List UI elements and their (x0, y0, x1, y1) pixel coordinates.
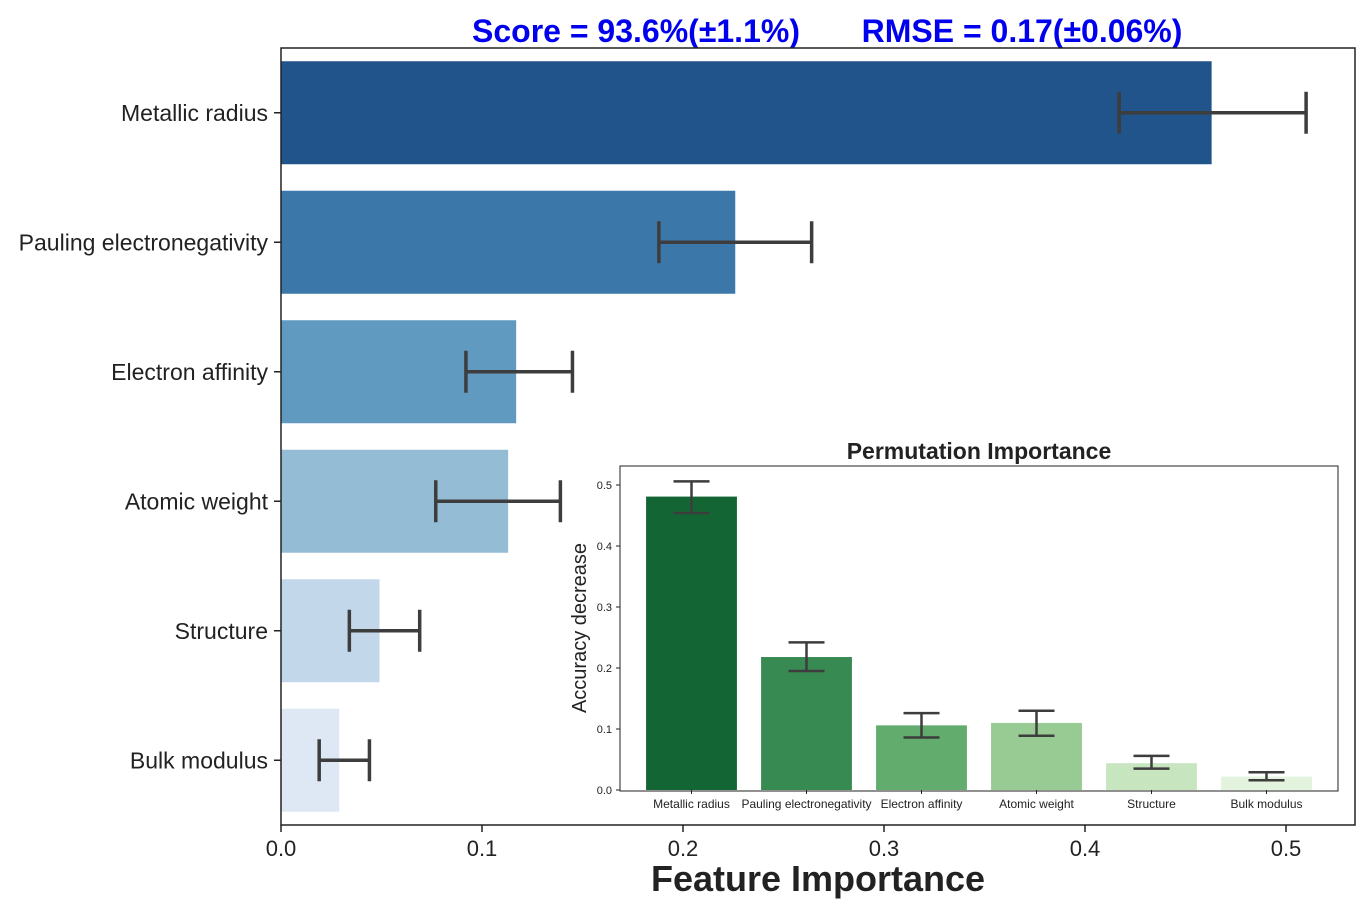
rmse-title: RMSE = 0.17(±0.06%) (862, 13, 1183, 49)
main-category-labels: Metallic radius Pauling electronegativity… (19, 100, 281, 773)
inset-y-tick-label: 0.4 (597, 541, 612, 553)
main-plot-frame (280, 47, 1356, 826)
inset-bar-metallic-radius (646, 496, 737, 790)
inset-category-label-structure: Structure (1127, 797, 1176, 811)
inset-y-tick-label: 0.1 (597, 724, 612, 736)
inset-y-tick-label: 0.2 (597, 663, 612, 675)
inset-category-labels: Metallic radius Pauling electronegativity… (653, 790, 1303, 811)
inset-bar-bulk-modulus (1221, 776, 1312, 790)
inset-y-tick-label: 0.0 (597, 785, 612, 797)
x-tick-label: 0.5 (1271, 836, 1302, 861)
inset-y-ticks: 0.0 0.1 0.2 0.3 0.4 0.5 (597, 480, 620, 797)
inset-category-label-electron-affinity: Electron affinity (881, 797, 963, 811)
inset-y-tick-label: 0.5 (597, 480, 612, 492)
inset-category-label-bulk-modulus: Bulk modulus (1230, 797, 1302, 811)
inset-bar-pauling-electronegativity (761, 657, 852, 790)
inset-title: Permutation Importance (847, 438, 1112, 464)
main-error-bars (317, 91, 1308, 782)
inset-y-axis-label: Accuracy decrease (569, 543, 591, 713)
inset-plot-frame (619, 465, 1339, 792)
inset-category-label-atomic-weight: Atomic weight (999, 797, 1074, 811)
bar-metallic-radius (281, 61, 1212, 165)
x-tick-label: 0.4 (1070, 836, 1101, 861)
category-label-electron-affinity: Electron affinity (111, 359, 268, 385)
category-label-metallic-radius: Metallic radius (121, 100, 268, 126)
inset-chart: 0.0 0.1 0.2 0.3 0.4 0.5 Metallic radius Paulin… (569, 438, 1339, 811)
score-title: Score = 93.6%(±1.1%) (472, 13, 800, 49)
category-label-pauling-electronegativity: Pauling electronegativity (19, 229, 269, 255)
x-tick-label: 0.3 (869, 836, 900, 861)
main-x-ticks: 0.0 0.1 0.2 0.3 0.4 0.5 (266, 825, 1302, 861)
category-label-structure: Structure (175, 618, 268, 644)
inset-category-label-metallic-radius: Metallic radius (653, 797, 730, 811)
inset-y-tick-label: 0.3 (597, 602, 612, 614)
inset-bars (646, 496, 1312, 790)
x-tick-label: 0.2 (668, 836, 699, 861)
main-x-axis-label: Feature Importance (651, 858, 985, 899)
inset-background (620, 466, 1338, 791)
inset-error-bars (673, 480, 1285, 782)
main-chart: Metallic radius Pauling electronegativity… (19, 47, 1356, 899)
category-label-atomic-weight: Atomic weight (125, 488, 269, 514)
category-label-bulk-modulus: Bulk modulus (130, 747, 268, 773)
x-tick-label: 0.0 (266, 836, 297, 861)
x-tick-label: 0.1 (467, 836, 498, 861)
inset-category-label-pauling-electronegativity: Pauling electronegativity (741, 797, 871, 811)
